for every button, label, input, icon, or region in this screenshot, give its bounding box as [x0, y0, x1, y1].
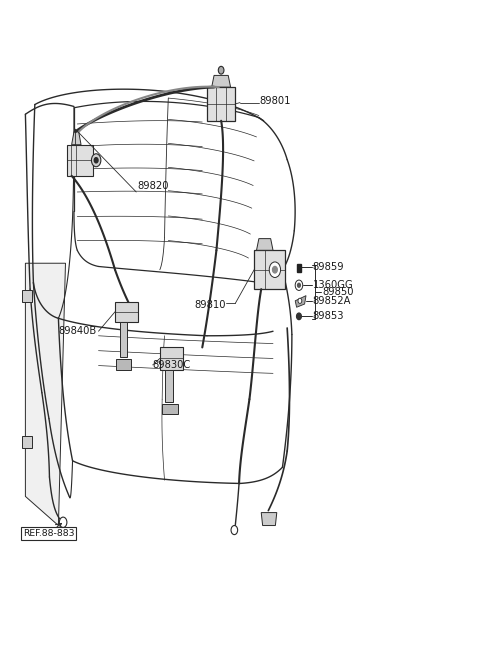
Text: 89801: 89801: [260, 96, 291, 106]
Polygon shape: [207, 87, 235, 121]
Polygon shape: [72, 132, 81, 145]
Circle shape: [295, 280, 303, 291]
Polygon shape: [295, 296, 306, 307]
Text: 89853: 89853: [312, 312, 344, 321]
Text: 89852A: 89852A: [312, 296, 351, 306]
Bar: [22, 291, 33, 302]
Polygon shape: [166, 370, 173, 403]
Text: 89820: 89820: [137, 180, 168, 191]
Circle shape: [273, 266, 277, 273]
Polygon shape: [261, 512, 277, 525]
Text: 1360GG: 1360GG: [312, 280, 353, 290]
Polygon shape: [67, 145, 93, 176]
Polygon shape: [25, 263, 65, 525]
Circle shape: [91, 154, 101, 167]
Polygon shape: [116, 359, 131, 370]
Circle shape: [231, 525, 238, 535]
Text: 89810: 89810: [194, 300, 226, 310]
Circle shape: [298, 283, 300, 287]
Polygon shape: [160, 348, 183, 370]
Polygon shape: [115, 302, 138, 321]
Circle shape: [298, 298, 302, 303]
Circle shape: [94, 157, 98, 163]
Text: 89859: 89859: [312, 262, 344, 272]
Polygon shape: [256, 239, 273, 251]
Circle shape: [269, 262, 281, 277]
Polygon shape: [162, 404, 178, 414]
Bar: [297, 264, 301, 272]
Polygon shape: [120, 321, 127, 357]
Polygon shape: [212, 75, 230, 87]
Text: 89850: 89850: [322, 287, 354, 297]
Circle shape: [60, 517, 67, 527]
Text: 89830C: 89830C: [153, 360, 191, 370]
Bar: [22, 436, 33, 448]
Circle shape: [297, 313, 301, 319]
Text: REF.88-883: REF.88-883: [23, 529, 74, 538]
Circle shape: [218, 66, 224, 74]
Polygon shape: [254, 251, 285, 289]
Text: 89840B: 89840B: [58, 326, 96, 337]
